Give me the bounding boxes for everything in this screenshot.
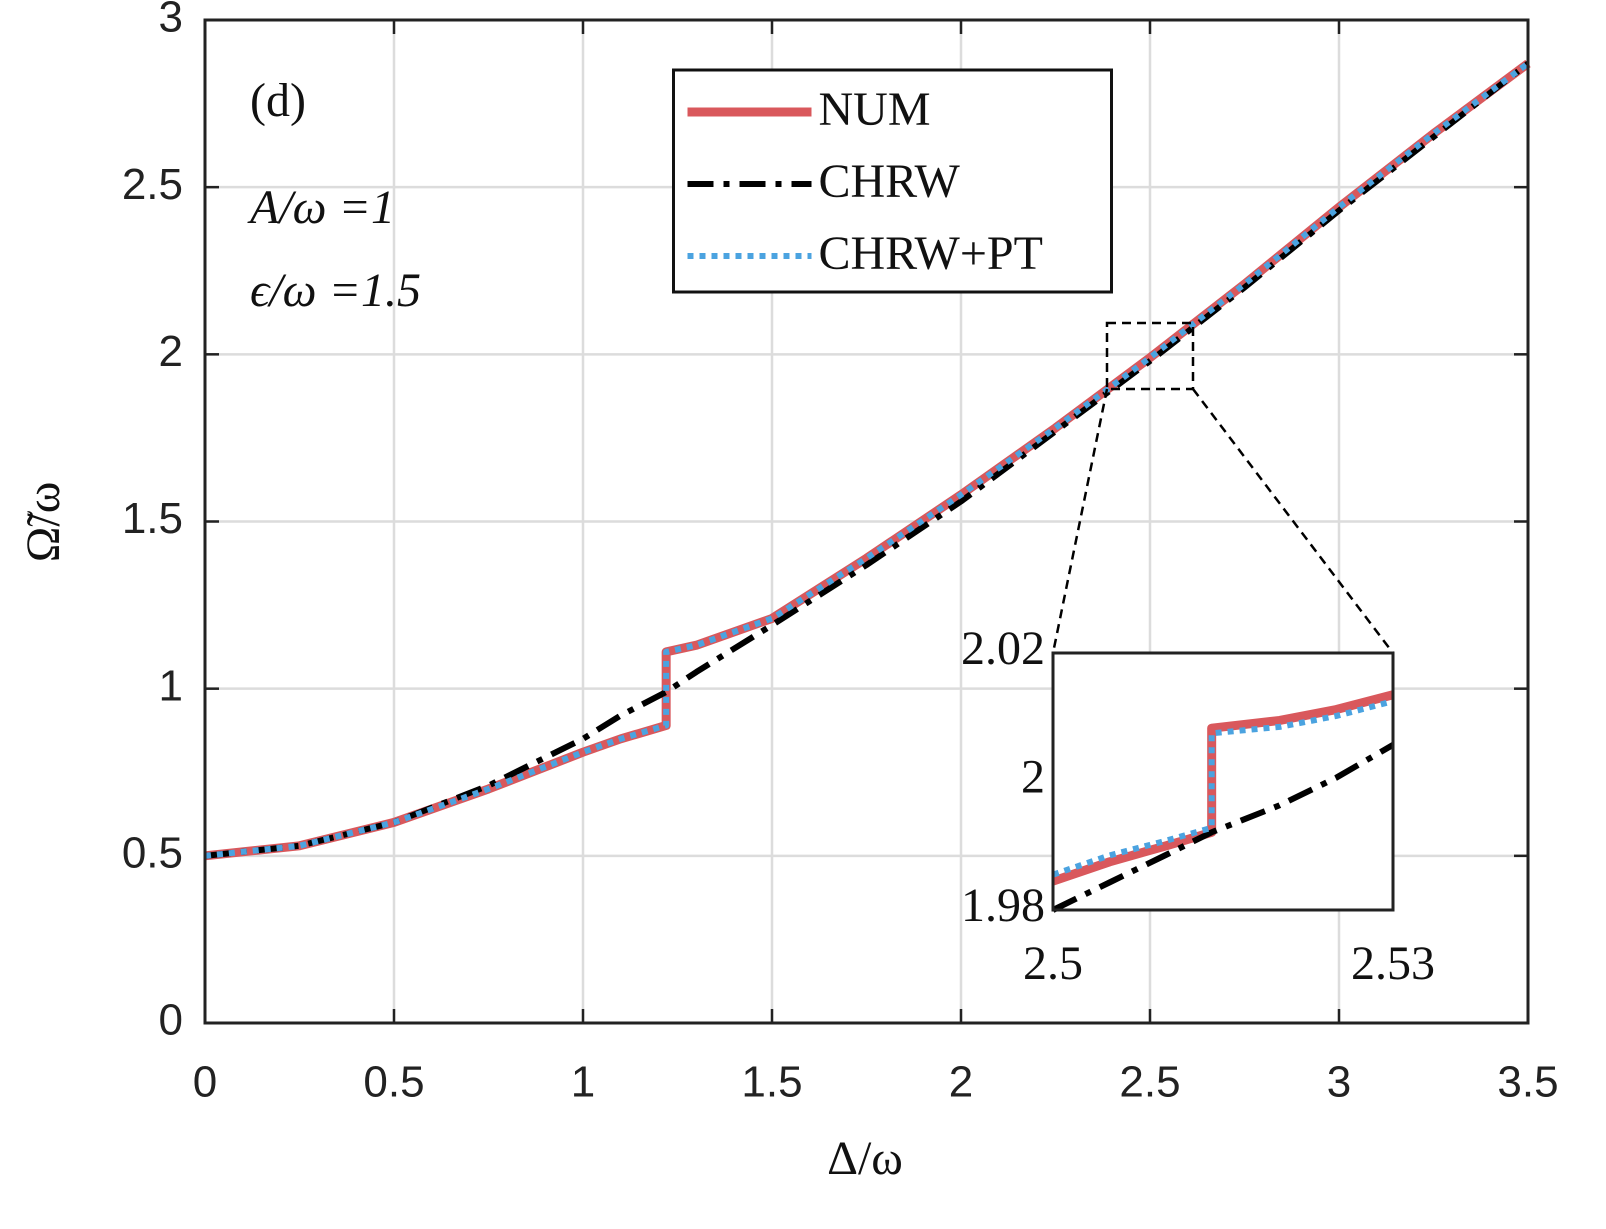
series-line xyxy=(1052,698,1394,878)
series-line xyxy=(1051,742,1395,913)
panel-label: (d) xyxy=(250,74,306,127)
plot-area xyxy=(1053,653,1393,910)
x-tick-label: 1 xyxy=(571,1058,595,1107)
series-line xyxy=(1051,690,1395,886)
x-tick-label: 1.5 xyxy=(741,1058,802,1107)
y-tick-label: 2 xyxy=(1021,751,1045,804)
y-tick-label: 1.98 xyxy=(961,879,1045,932)
legend-label: NUM xyxy=(819,83,931,136)
main-plot: 0 0.5 1 1.5 2 2.5 3 3.500.511.522.53NUMCHRWCHRW… xyxy=(122,0,1559,1107)
x-axis-label: Δ/ω xyxy=(827,1132,903,1185)
y-tick-label: 2 xyxy=(159,327,183,376)
series-line xyxy=(204,61,1530,859)
y-tick-label: 2.5 xyxy=(122,160,183,209)
zoom-box xyxy=(1105,321,1195,391)
zoom-connector xyxy=(1192,388,1394,654)
x-tick-label: 2 xyxy=(949,1058,973,1107)
y-tick-label: 3 xyxy=(159,0,183,42)
axes-frame xyxy=(1051,651,1395,912)
x-tick-label: 3 xyxy=(1327,1058,1351,1107)
axes-frame xyxy=(203,18,1530,1025)
x-tick-label: 3.5 xyxy=(1497,1058,1558,1107)
y-tick-label: 1 xyxy=(159,661,183,710)
x-tick-label: 0 xyxy=(193,1058,217,1107)
inset-plot: 2.5 2.53 1.98 2 2.02 xyxy=(961,622,1435,990)
annotations: (d) A/ω =1 ϵ/ω =1.5 Δ/ω Ω̃/ω xyxy=(17,74,903,1185)
y-tick-label: 1.5 xyxy=(122,494,183,543)
x-tick-label: 0.5 xyxy=(363,1058,424,1107)
y-axis-label: Ω̃/ω xyxy=(17,482,70,563)
zoom-indicator xyxy=(1051,321,1394,654)
x-tick-label: 2.53 xyxy=(1351,937,1435,990)
x-tick-label: 2.5 xyxy=(1023,937,1083,990)
legend-label: CHRW+PT xyxy=(819,227,1043,280)
y-tick-label: 0 xyxy=(159,996,183,1045)
y-tick-label: 2.02 xyxy=(961,622,1045,675)
x-tick-label: 2.5 xyxy=(1119,1058,1180,1107)
annotation: ϵ/ω =1.5 xyxy=(250,264,421,317)
annotation: A/ω =1 xyxy=(247,181,395,234)
legend-label: CHRW xyxy=(819,155,961,208)
y-tick-label: 0.5 xyxy=(122,828,183,877)
